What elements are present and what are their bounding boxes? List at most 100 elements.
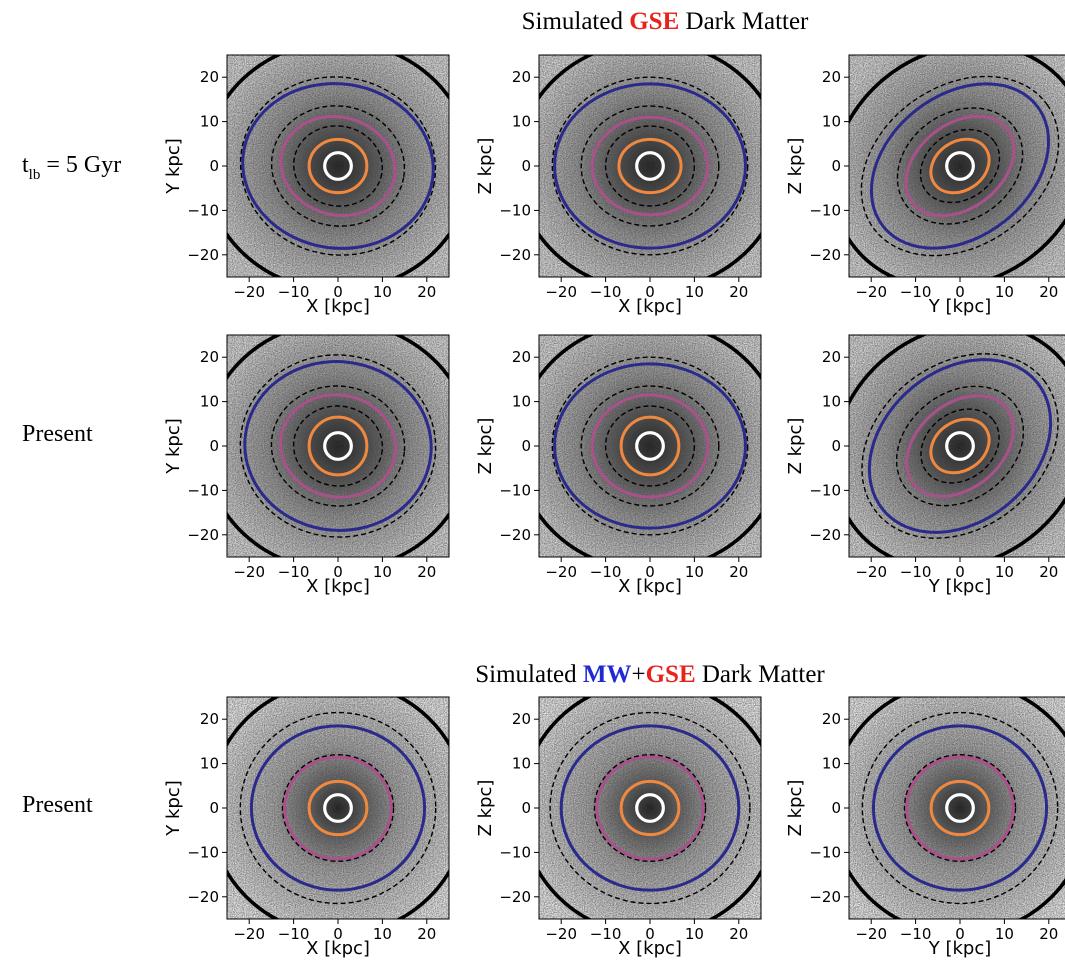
y-tick-label: −10	[187, 843, 219, 861]
x-tick-label: −10	[590, 283, 622, 301]
y-tick-label: 20	[512, 710, 531, 728]
particle-noise	[539, 55, 761, 277]
y-tick-label: 10	[512, 393, 531, 411]
x-tick-label: −10	[590, 563, 622, 581]
particle-noise	[227, 697, 449, 919]
y-tick-label: 10	[822, 755, 841, 773]
y-tick-label: −10	[809, 843, 841, 861]
x-axis-label: X [kpc]	[306, 296, 370, 317]
contour-blue	[559, 724, 741, 892]
row-label-present: Present	[22, 421, 93, 447]
contour-purple	[278, 393, 398, 499]
contour-white	[323, 793, 353, 823]
y-tick-label: 20	[512, 68, 531, 86]
y-tick-label: 0	[831, 799, 841, 817]
y-tick-label: 20	[822, 710, 841, 728]
contour-orange	[929, 417, 991, 475]
particle-noise	[539, 335, 761, 557]
panel-2: −20 −10 0 10 20 20 10 0 −10 −20 X [kpc] Z kpc]	[475, 54, 762, 317]
x-axis-label: X [kpc]	[306, 576, 370, 597]
x-tick-label: −10	[900, 925, 932, 943]
x-tick-label: 0	[645, 283, 655, 301]
x-tick-label: −20	[855, 925, 887, 943]
gse-highlight: GSE	[629, 8, 679, 35]
x-tick-label: 10	[685, 925, 704, 943]
contour-orange	[307, 779, 369, 837]
particle-noise	[539, 697, 761, 919]
y-tick-label: 20	[200, 68, 219, 86]
y-axis-label: Z kpc]	[475, 418, 496, 475]
x-tick-label: 20	[1039, 925, 1058, 943]
contour-orange	[307, 415, 369, 477]
x-tick-label: 10	[995, 925, 1014, 943]
x-tick-label: −20	[855, 283, 887, 301]
contour-white	[945, 151, 975, 181]
contour-white	[635, 793, 665, 823]
x-axis-label: Y [kpc]	[928, 576, 992, 597]
contour-orange	[307, 137, 369, 195]
contour-orange	[619, 415, 681, 477]
x-tick-label: 10	[373, 283, 392, 301]
x-axis-label: X [kpc]	[618, 576, 682, 597]
particle-noise	[227, 55, 449, 277]
contour-blue	[249, 724, 427, 892]
panel-9: −20 −10 0 10 20 20 10 0 −10 −20 Y [kpc] Z kpc]	[785, 696, 1065, 959]
panel-grid: −20 −10 0 10 20 20 10 0 −10 −20 X [kpc] Y kpc] −20 −1…	[163, 54, 1065, 959]
y-tick-label: −20	[187, 526, 219, 544]
y-tick-label: −20	[809, 526, 841, 544]
y-tick-label: 0	[831, 437, 841, 455]
y-axis-label: Y kpc]	[163, 138, 184, 195]
y-tick-label: −20	[187, 888, 219, 906]
row-label-present-combined: Present	[22, 792, 93, 818]
y-axis-label: Z kpc]	[785, 418, 806, 475]
contour-blue	[871, 724, 1049, 892]
contour-purple	[590, 393, 710, 499]
contour-dashed	[549, 711, 751, 905]
x-tick-label: 0	[333, 283, 343, 301]
density-map	[849, 55, 1065, 277]
contour-white	[945, 793, 975, 823]
panel-3: −20 −10 0 10 20 20 10 0 −10 −20 Y [kpc] Z kpc]	[785, 54, 1065, 317]
panel-6: −20 −10 0 10 20 20 10 0 −10 −20 Y [kpc] Z kpc]	[785, 334, 1065, 597]
contour-dashed	[292, 405, 384, 487]
x-tick-label: 20	[729, 283, 748, 301]
y-tick-label: 20	[512, 348, 531, 366]
contour-dashed	[896, 107, 1024, 225]
y-tick-label: 10	[822, 113, 841, 131]
contour-white	[323, 151, 353, 181]
y-tick-label: 10	[200, 393, 219, 411]
x-axis-label: Y [kpc]	[928, 938, 992, 959]
y-tick-label: 0	[831, 157, 841, 175]
y-tick-label: −20	[809, 246, 841, 264]
contour-dashed	[270, 385, 406, 507]
y-tick-label: 0	[521, 799, 531, 817]
x-tick-label: 0	[645, 563, 655, 581]
y-axis-label: Y kpc]	[163, 780, 184, 837]
x-tick-label: 0	[955, 925, 965, 943]
row-label-lookback: tlb = 5 Gyr	[22, 152, 121, 183]
bottom-title: Simulated MW+GSE Dark Matter	[475, 661, 825, 688]
x-tick-label: 0	[955, 563, 965, 581]
panel-1: −20 −10 0 10 20 20 10 0 −10 −20 X [kpc] Y kpc]	[163, 54, 450, 317]
density-map	[227, 335, 449, 557]
x-tick-label: 20	[417, 563, 436, 581]
x-tick-label: −10	[278, 283, 310, 301]
contour-dashed	[903, 754, 1017, 862]
particle-noise	[849, 335, 1065, 557]
y-tick-label: 10	[512, 755, 531, 773]
y-tick-label: 10	[512, 113, 531, 131]
particle-noise	[227, 335, 449, 557]
contour-orange	[929, 779, 991, 837]
x-tick-label: 10	[373, 925, 392, 943]
x-tick-label: −20	[233, 925, 265, 943]
x-tick-label: −20	[545, 283, 577, 301]
y-tick-label: 20	[200, 348, 219, 366]
x-axis-label: X [kpc]	[618, 296, 682, 317]
contour-purple	[283, 755, 393, 861]
contour-white	[635, 431, 665, 461]
contour-blue	[553, 82, 747, 250]
contour-dashed	[281, 754, 395, 862]
x-axis-label: X [kpc]	[618, 938, 682, 959]
density-map	[539, 697, 761, 919]
